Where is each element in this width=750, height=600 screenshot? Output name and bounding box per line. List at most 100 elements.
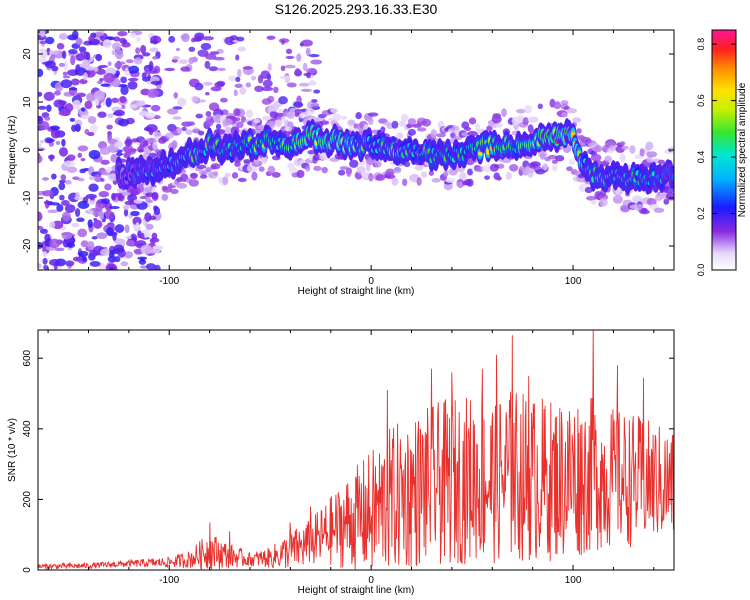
- spectrogram-blob: [145, 223, 154, 230]
- spectrogram-blob: [83, 72, 88, 81]
- spectrogram-halo: [332, 113, 342, 122]
- spectrogram-blob: [310, 59, 323, 65]
- spectrogram-blob: [64, 204, 76, 213]
- x-tick-label: -100: [159, 575, 179, 586]
- spectrogram-halo: [321, 166, 328, 174]
- spectrogram-blob: [69, 117, 76, 122]
- spectrogram-halo: [445, 177, 456, 183]
- spectrogram-halo: [524, 104, 533, 114]
- spectrogram-blob: [77, 177, 85, 182]
- spectrogram-halo: [620, 141, 626, 146]
- spectrogram-blob: [193, 35, 204, 42]
- spectrogram-blob: [172, 56, 180, 60]
- spectrogram-halo: [629, 145, 636, 154]
- spectrogram-blob: [224, 36, 236, 46]
- spectrogram-blob: [208, 102, 220, 112]
- spectrogram-blob: [77, 200, 90, 209]
- spectrogram-halo: [375, 174, 386, 181]
- spectrogram-blob: [110, 97, 120, 103]
- spectrogram-blob: [285, 55, 295, 59]
- spectrogram-halo: [467, 130, 478, 137]
- spectrogram-blob: [58, 179, 67, 184]
- spectrogram-blob: [220, 97, 228, 103]
- spectrogram-blob: [300, 88, 312, 93]
- spectrogram-halo: [547, 154, 558, 160]
- spectrogram-halo: [274, 119, 284, 125]
- y-tick-label: 0: [22, 147, 33, 153]
- spectrogram-blob: [74, 208, 81, 217]
- spectrogram-halo: [598, 197, 608, 207]
- spectrogram-blob: [114, 49, 124, 60]
- spectrogram-halo: [320, 120, 330, 125]
- spectrogram-blob: [127, 81, 138, 90]
- spectrogram-blob: [45, 36, 55, 45]
- spectrogram-heatmap: [38, 30, 674, 270]
- chart-title: S126.2025.293.16.33.E30: [275, 1, 438, 17]
- spectrogram-blob: [111, 50, 116, 56]
- spectrogram-blob: [261, 86, 274, 92]
- spectrogram-halo: [665, 192, 674, 201]
- spectrogram-blob: [61, 211, 71, 222]
- spectrogram-blob: [313, 89, 321, 94]
- spectrogram-blob: [233, 108, 241, 117]
- spectrogram-blob: [120, 85, 129, 96]
- snr-frame: [37, 329, 675, 571]
- spectrogram-halo: [608, 145, 618, 152]
- spectrogram-halo: [458, 172, 467, 180]
- spectrogram-blob: [88, 183, 99, 192]
- colorbar: 0.0 0.2 0.4 0.6 0.8 Normalized spectral ampl…: [696, 29, 748, 276]
- spectrogram-halo: [484, 175, 490, 180]
- spectrogram-blob: [61, 138, 66, 147]
- spectrogram-blob: [148, 127, 154, 136]
- spectrogram-halo: [133, 199, 143, 204]
- x-tick-label: 0: [368, 575, 374, 586]
- spectrogram-blob: [267, 62, 272, 72]
- spectrogram-halo: [280, 116, 287, 123]
- spectrogram-halo: [261, 155, 268, 165]
- spectrogram-halo: [313, 165, 322, 171]
- spectrogram-halo: [416, 177, 422, 186]
- spectrogram-blob: [172, 116, 182, 120]
- spectrogram-blob: [104, 183, 112, 191]
- spectrogram-blob: [61, 231, 73, 240]
- spectrogram-blob: [121, 41, 131, 48]
- spectrogram-halo: [555, 155, 565, 162]
- spectrogram-halo: [631, 195, 643, 203]
- spectrogram-blob: [47, 209, 59, 214]
- y-tick-label: -20: [22, 238, 33, 253]
- spectrogram-blob: [153, 205, 158, 212]
- spectrogram-blob: [72, 99, 81, 110]
- spectrogram-blob: [188, 46, 196, 52]
- spectrogram-blob: [215, 123, 222, 130]
- spectrogram-halo: [566, 107, 577, 114]
- spectrogram-blob: [77, 228, 88, 238]
- spectrogram-blob: [51, 173, 57, 180]
- spectrogram-blob: [79, 168, 86, 174]
- spectrogram-blob: [105, 97, 112, 108]
- spectrogram-blob: [80, 157, 86, 162]
- spectrogram-blob: [116, 152, 123, 157]
- spectrogram-ridge: [671, 174, 674, 180]
- spectrogram-halo: [368, 172, 374, 182]
- spectrogram-blob: [285, 48, 293, 55]
- spectrogram-blob: [61, 50, 67, 60]
- spectrogram-halo: [568, 159, 576, 166]
- spectrogram-blob: [280, 65, 286, 72]
- spectrogram-halo: [646, 155, 653, 163]
- spectrogram-blob: [311, 99, 318, 103]
- spectrogram-blob: [107, 36, 115, 41]
- spectrogram-blob: [61, 199, 70, 206]
- spectrogram-blob: [135, 47, 141, 55]
- spectrogram-halo: [268, 103, 280, 112]
- spectrogram-halo: [585, 195, 597, 201]
- spectrogram-blob: [139, 232, 145, 240]
- spectrogram-blob: [44, 116, 51, 121]
- spectrogram-blob: [74, 123, 81, 132]
- spectrogram-blob: [39, 30, 46, 38]
- spectrogram-halo: [224, 172, 232, 178]
- spectrogram-halo: [234, 161, 241, 167]
- spectrogram-halo: [560, 100, 569, 106]
- spectrogram-halo: [561, 112, 568, 118]
- spectrogram-blob: [95, 53, 103, 62]
- spectrogram-blob: [177, 97, 187, 107]
